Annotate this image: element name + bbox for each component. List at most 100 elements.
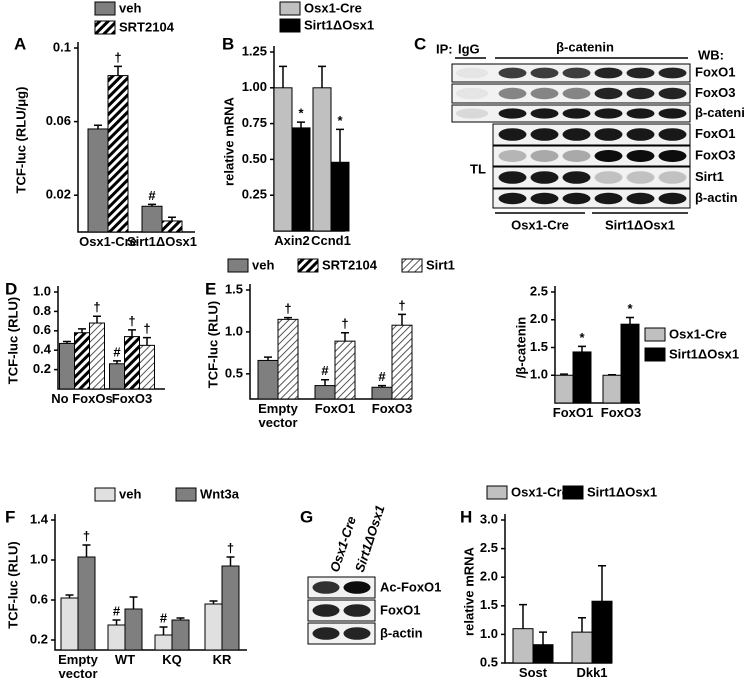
x-label-box: FoxO3 [601,406,641,420]
blot-band [562,192,591,205]
annotation: # [160,610,168,625]
x-tick-label: Empty vector [258,402,298,430]
x-tick-label: Empty vector [58,653,98,681]
blot-band [312,581,340,594]
y-axis-label: TCF-luc (RLU) [205,301,220,388]
bar [74,332,90,390]
x-label-box: Axin2 [274,234,309,248]
y-tick-label: 1.0 [480,626,498,641]
bar [572,351,592,404]
x-label-box: FoxO1 [315,402,355,416]
blot-band [530,67,559,79]
annotation: * [579,330,585,345]
bar [571,631,593,664]
panel-label: E [205,279,216,298]
x-tick-label: FoxO1 [552,406,594,420]
y-tick-label: 0.2 [30,631,48,646]
annotation: † [398,298,405,313]
x-label-box: Dkk1 [576,666,607,680]
error-bar [578,345,586,352]
y-tick-label: 0.2 [33,361,51,376]
error-bar [128,329,136,337]
blot-band [530,87,559,100]
y-tick-label: 0.6 [33,322,51,337]
y-axis-label: /β-catenin [513,317,528,378]
bar [77,556,96,651]
blot-band [626,150,655,162]
error-bar [113,360,121,364]
blot-band [594,150,623,162]
error-bar [284,316,292,320]
legend-label: Sirt1ΔOsx1 [587,484,657,499]
bar [391,324,413,400]
error-bar [159,626,168,635]
group-label: Osx1-Cre [511,217,569,232]
legend-label: Osx1-Cre [511,484,569,499]
panel-label: H [460,507,472,526]
error-bar [176,617,185,620]
blot-frame [451,83,691,104]
blot-band [455,87,489,100]
blot-band [594,87,623,100]
error-bar [318,65,326,88]
blot-band [530,150,559,162]
blot-band [530,108,559,119]
blot-row-label: FoxO1 [695,126,735,141]
legend-swatch [94,20,116,35]
blot-band [530,171,559,184]
blot-band [498,67,527,79]
legend-swatch [486,485,508,500]
x-label-box: Osx1-Cre [79,235,137,249]
bar [60,597,79,651]
annotation: # [113,603,121,618]
x-label-box: Empty vector [258,402,298,430]
y-tick-label: 0.5 [225,365,243,380]
blot-band [530,128,559,141]
annotation: # [321,363,329,378]
error-bar [336,128,344,163]
blot-band [594,128,623,141]
blot-band [658,128,687,141]
bar [124,608,143,651]
bar [109,363,125,390]
blot-band [562,87,591,100]
legend-label: Osx1-Cre [669,326,727,341]
legend-label: Sirt1ΔOsx1 [304,17,374,32]
bar [161,220,183,233]
y-tick-label: 0.25 [242,187,267,202]
bar [107,75,129,233]
blot-band [343,604,371,617]
error-bar [297,121,305,128]
error-bar [148,203,156,207]
y-tick-label: 1.5 [225,281,243,296]
annotation: † [93,300,100,315]
blot-band [312,604,340,617]
igg-label: IgG [458,41,480,56]
annotation: * [627,301,633,316]
x-label-box: FoxO1 [552,406,594,420]
error-bar [608,373,616,376]
y-axis-label: TCF-luc (RLU) [5,541,20,628]
blot-band [658,192,687,205]
blot-band [658,87,687,100]
blot-band [626,128,655,141]
blot-band [343,581,371,594]
blot-band [594,108,623,119]
x-label-box: Sirt1ΔOsx1 [127,235,197,249]
x-tick-label: Sost [518,666,548,680]
y-axis-label: relative mRNA [461,546,476,635]
y-axis-label: TCF-luc (RLU) [5,297,20,384]
error-bar [63,340,71,344]
bar [154,634,173,651]
blot-band [455,108,489,119]
error-bar [321,378,329,386]
panel-label: C [414,34,426,53]
bar [330,161,350,232]
bar [141,205,163,233]
legend-label: Osx1-Cre [304,0,362,15]
bar [124,336,140,390]
error-bar [626,316,634,325]
y-tick-label: 2.5 [480,540,498,555]
error-bar [82,544,91,557]
bar [87,128,109,233]
